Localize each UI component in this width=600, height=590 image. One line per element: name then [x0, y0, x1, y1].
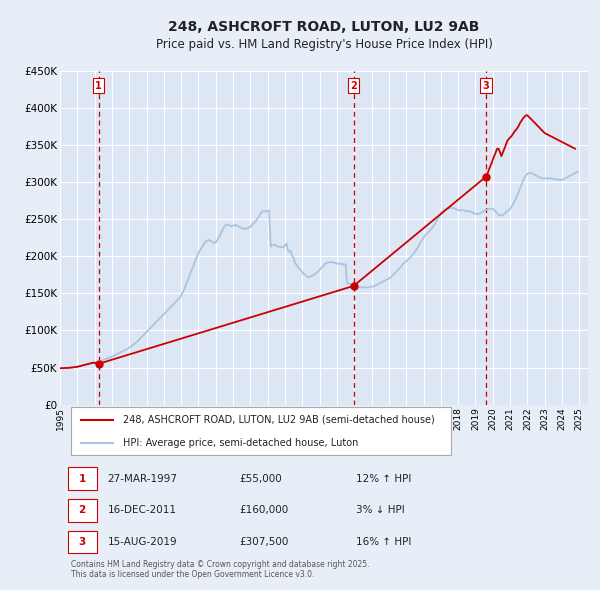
Text: 16% ↑ HPI: 16% ↑ HPI [356, 537, 411, 547]
Text: 1: 1 [95, 81, 102, 91]
Text: 2: 2 [350, 81, 357, 91]
Text: 12% ↑ HPI: 12% ↑ HPI [356, 474, 411, 484]
Text: Contains HM Land Registry data © Crown copyright and database right 2025.
This d: Contains HM Land Registry data © Crown c… [71, 559, 369, 579]
Text: £55,000: £55,000 [239, 474, 282, 484]
FancyBboxPatch shape [68, 499, 97, 522]
Text: 16-DEC-2011: 16-DEC-2011 [107, 506, 176, 516]
Text: £160,000: £160,000 [239, 506, 289, 516]
FancyBboxPatch shape [68, 531, 97, 553]
Text: 2: 2 [79, 506, 86, 516]
Text: 3: 3 [79, 537, 86, 547]
FancyBboxPatch shape [68, 467, 97, 490]
Text: Price paid vs. HM Land Registry's House Price Index (HPI): Price paid vs. HM Land Registry's House … [155, 38, 493, 51]
Text: HPI: Average price, semi-detached house, Luton: HPI: Average price, semi-detached house,… [124, 438, 359, 448]
FancyBboxPatch shape [71, 407, 451, 455]
Text: 3: 3 [483, 81, 490, 91]
Text: 1: 1 [79, 474, 86, 484]
Text: £307,500: £307,500 [239, 537, 289, 547]
Text: 15-AUG-2019: 15-AUG-2019 [107, 537, 177, 547]
Text: 3% ↓ HPI: 3% ↓ HPI [356, 506, 404, 516]
Text: 248, ASHCROFT ROAD, LUTON, LU2 9AB (semi-detached house): 248, ASHCROFT ROAD, LUTON, LU2 9AB (semi… [124, 415, 435, 425]
Text: 27-MAR-1997: 27-MAR-1997 [107, 474, 178, 484]
Text: 248, ASHCROFT ROAD, LUTON, LU2 9AB: 248, ASHCROFT ROAD, LUTON, LU2 9AB [169, 19, 479, 34]
